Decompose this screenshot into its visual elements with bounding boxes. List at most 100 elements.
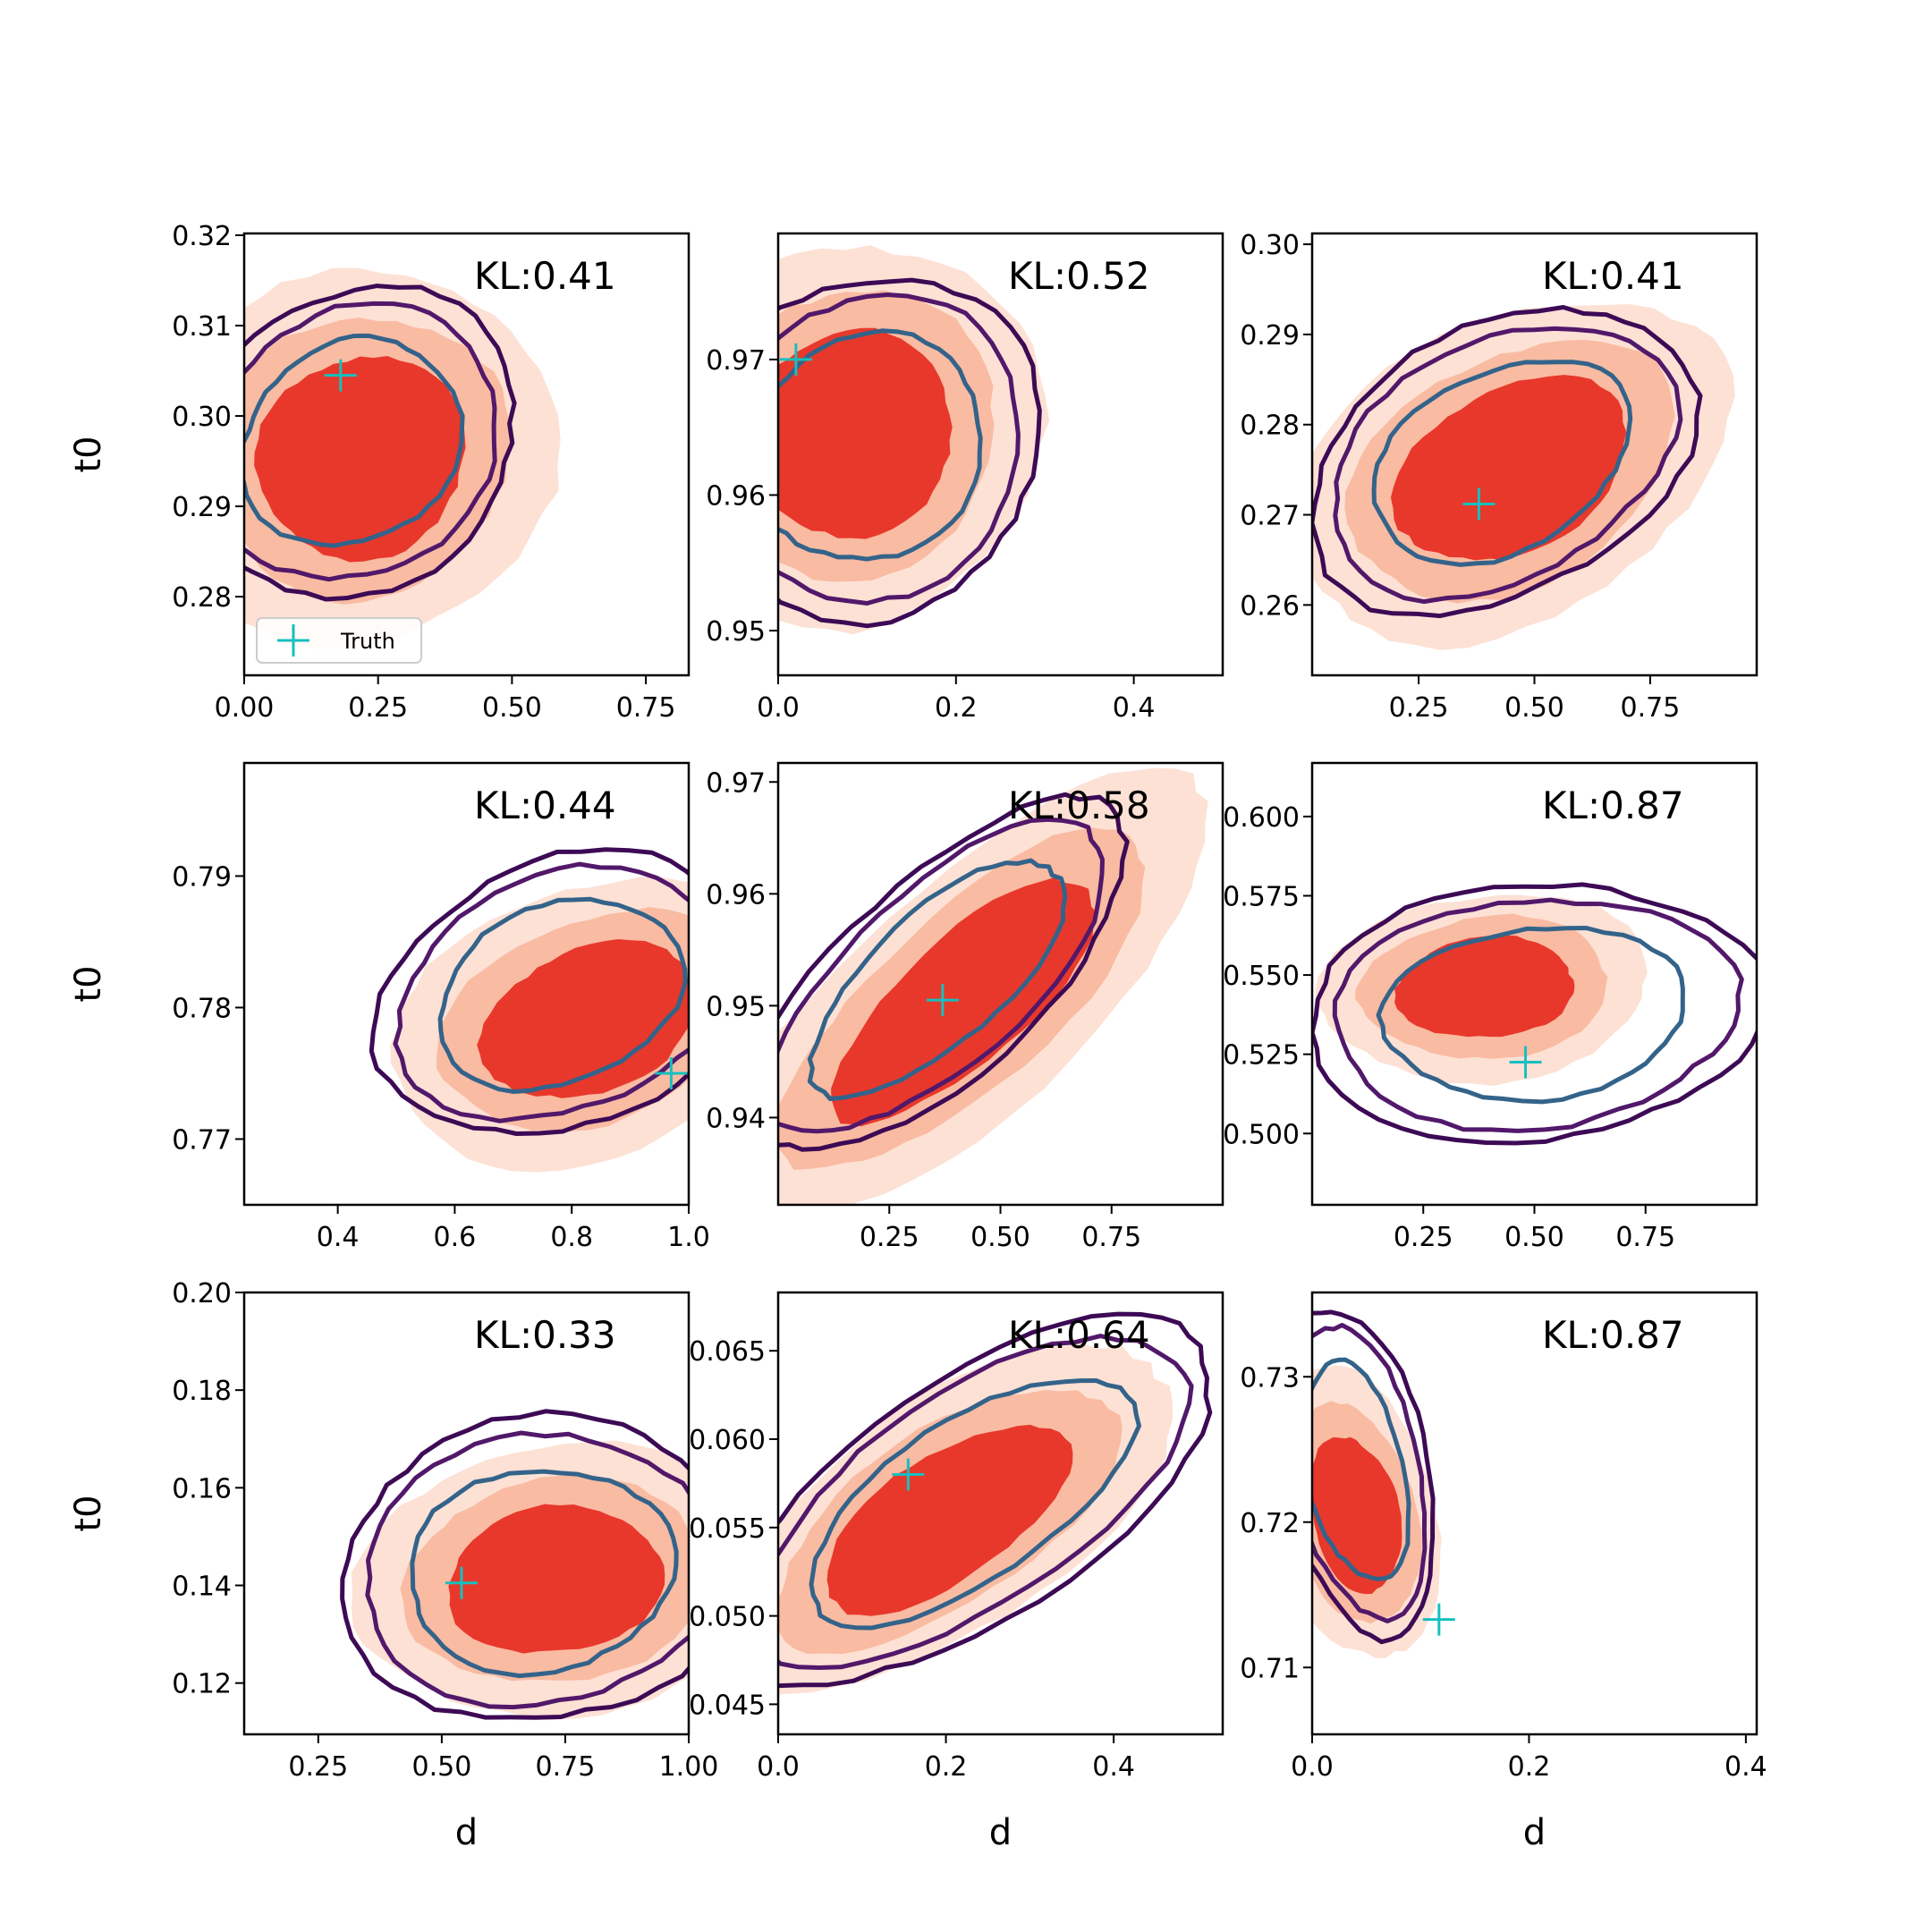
x-tick-label: 1.00 bbox=[659, 1751, 719, 1783]
x-tick-label: 0.0 bbox=[757, 692, 800, 724]
contour-middle bbox=[778, 1334, 1194, 1670]
contour-inner bbox=[437, 896, 688, 1094]
contour-outer bbox=[244, 284, 517, 602]
plot-area bbox=[778, 767, 1208, 1205]
x-tick-label: 0.8 bbox=[550, 1222, 593, 1253]
x-axis-label: d bbox=[989, 1812, 1012, 1853]
x-tick-label: 0.50 bbox=[1504, 692, 1564, 724]
y-tick-label: 0.95 bbox=[706, 991, 766, 1022]
density-fill-inner bbox=[448, 1504, 665, 1654]
kl-annotation: KL:0.33 bbox=[474, 1313, 616, 1357]
panel-7: 0.25 0.50 0.75 1.00 0.12 0.14 0.16 0.18 0.20 KL:0… bbox=[68, 1278, 719, 1853]
contour-outer bbox=[778, 277, 1042, 629]
truth-marker bbox=[1509, 1046, 1542, 1079]
truth-marker bbox=[892, 1458, 925, 1491]
kl-annotation: KL:0.87 bbox=[1542, 1313, 1684, 1357]
x-tick-label: 0.0 bbox=[1291, 1751, 1334, 1783]
kl-annotation: KL:0.58 bbox=[1008, 784, 1150, 827]
panel-9: 0.0 0.2 0.4 0.71 0.72 0.73 KL:0.87 d bbox=[1240, 1291, 1767, 1853]
truth-marker bbox=[779, 343, 812, 376]
y-tick-label: 0.77 bbox=[172, 1124, 232, 1156]
kl-annotation: KL:0.87 bbox=[1542, 784, 1684, 827]
panel-1: 0.00 0.25 0.50 0.75 0.28 0.29 0.30 0.31 0.32 KL:0… bbox=[68, 221, 691, 724]
x-tick-label: 0.75 bbox=[1621, 692, 1681, 724]
y-tick-label: 0.055 bbox=[689, 1513, 766, 1545]
x-tick-label: 0.25 bbox=[860, 1222, 919, 1253]
plot-area bbox=[778, 1311, 1213, 1695]
y-tick-label: 0.31 bbox=[172, 311, 232, 343]
y-tick-label: 0.78 bbox=[172, 993, 232, 1024]
plot-area bbox=[244, 267, 561, 649]
contour-inner bbox=[1371, 360, 1633, 567]
x-tick-label: 0.50 bbox=[1504, 1222, 1564, 1253]
x-tick-label: 0.50 bbox=[482, 692, 542, 724]
y-tick-label: 0.71 bbox=[1240, 1653, 1300, 1684]
y-tick-label: 0.29 bbox=[172, 492, 232, 523]
contour-outer bbox=[778, 792, 1130, 1152]
y-tick-label: 0.96 bbox=[706, 879, 766, 911]
x-tick-label: 1.0 bbox=[667, 1222, 710, 1253]
contour-outer bbox=[369, 847, 689, 1136]
density-fill-inner bbox=[254, 356, 466, 563]
y-tick-label: 0.600 bbox=[1223, 802, 1300, 834]
kl-annotation: KL:0.44 bbox=[474, 784, 616, 827]
density-fill-inner bbox=[1394, 935, 1575, 1038]
plot-area bbox=[340, 1409, 689, 1720]
x-tick-label: 0.75 bbox=[1615, 1222, 1675, 1253]
contour-middle bbox=[778, 292, 1021, 606]
y-tick-label: 0.550 bbox=[1223, 961, 1300, 992]
y-tick-label: 0.79 bbox=[172, 861, 232, 893]
x-tick-label: 0.4 bbox=[1092, 1751, 1135, 1783]
x-tick-label: 0.0 bbox=[757, 1751, 800, 1783]
y-tick-label: 0.26 bbox=[1240, 590, 1300, 622]
x-tick-label: 0.25 bbox=[1389, 692, 1449, 724]
x-axis-label: d bbox=[455, 1812, 478, 1853]
contour-outer bbox=[778, 1311, 1213, 1689]
x-tick-label: 0.2 bbox=[935, 692, 978, 724]
x-tick-label: 0.50 bbox=[411, 1751, 471, 1783]
contour-inner bbox=[807, 858, 1068, 1101]
kl-annotation: KL:0.64 bbox=[1008, 1313, 1150, 1357]
contour-middle bbox=[1333, 326, 1683, 605]
kl-annotation: KL:0.41 bbox=[1542, 254, 1684, 298]
x-tick-label: 0.75 bbox=[536, 1751, 596, 1783]
x-tick-label: 0.50 bbox=[970, 1222, 1030, 1253]
panel-6: 0.25 0.50 0.75 0.500 0.525 0.550 0.575 0.600 KL:… bbox=[1223, 761, 1758, 1253]
y-tick-label: 0.050 bbox=[689, 1602, 766, 1633]
truth-marker bbox=[655, 1056, 688, 1089]
legend-label: Truth bbox=[340, 629, 395, 654]
y-tick-label: 0.72 bbox=[1240, 1508, 1300, 1539]
panel-2: 0.0 0.2 0.4 0.95 0.96 0.97 KL:0.52 bbox=[706, 232, 1224, 724]
plot-area bbox=[369, 847, 689, 1173]
y-tick-label: 0.32 bbox=[172, 221, 232, 252]
contour-inner bbox=[809, 1378, 1141, 1631]
y-tick-label: 0.94 bbox=[706, 1103, 766, 1134]
y-tick-label: 0.97 bbox=[706, 345, 766, 377]
legend: Truth bbox=[256, 617, 422, 664]
density-fill-inner bbox=[477, 939, 689, 1098]
y-tick-label: 0.525 bbox=[1223, 1040, 1300, 1072]
x-tick-label: 0.75 bbox=[1081, 1222, 1141, 1253]
truth-marker bbox=[926, 984, 959, 1017]
y-tick-label: 0.28 bbox=[1240, 411, 1300, 442]
axes-frame bbox=[776, 232, 1224, 677]
y-tick-label: 0.30 bbox=[172, 402, 232, 433]
density-fill-inner bbox=[831, 877, 1097, 1127]
axes-frame bbox=[776, 1291, 1224, 1736]
y-tick-label: 0.30 bbox=[1240, 230, 1300, 261]
contour-middle bbox=[1312, 1323, 1428, 1623]
y-tick-label: 0.18 bbox=[172, 1376, 232, 1407]
x-tick-label: 0.6 bbox=[434, 1222, 477, 1253]
y-axis-label: t0 bbox=[68, 965, 109, 1002]
x-tick-label: 0.4 bbox=[317, 1222, 360, 1253]
y-tick-label: 0.065 bbox=[689, 1336, 766, 1368]
panel-8: 0.0 0.2 0.4 0.045 0.050 0.055 0.060 0.065 KL:0.6… bbox=[689, 1291, 1224, 1853]
contour-middle bbox=[365, 1430, 689, 1710]
plot-area bbox=[1312, 304, 1735, 650]
contour-middle bbox=[1332, 897, 1744, 1133]
y-tick-label: 0.73 bbox=[1240, 1362, 1300, 1394]
axes-frame bbox=[242, 761, 691, 1207]
x-axis-label: d bbox=[1523, 1812, 1546, 1853]
contour-outer bbox=[340, 1409, 689, 1720]
